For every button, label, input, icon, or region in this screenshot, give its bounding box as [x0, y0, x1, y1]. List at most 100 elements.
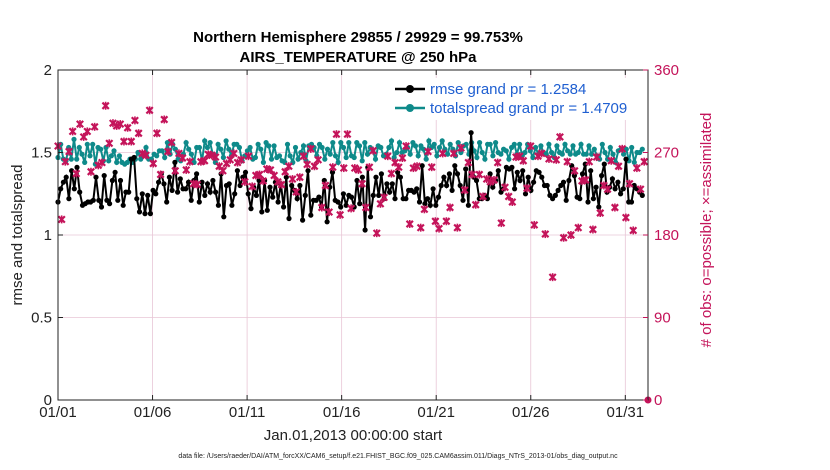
rmse-point [74, 164, 80, 170]
rmse-point [433, 202, 439, 208]
rmse-point [560, 179, 567, 185]
totalspread-point [482, 156, 488, 162]
rmse-point [229, 202, 235, 208]
rmse-point [544, 182, 550, 189]
totalspread-point [260, 159, 266, 165]
rmse-point [343, 202, 349, 208]
rmse-point [539, 174, 545, 180]
rmse-point [444, 182, 450, 189]
obs-assimilated-point [607, 156, 616, 165]
y-axis-label: rmse and totalspread [9, 165, 26, 306]
obs-assimilated-point [471, 200, 480, 209]
totalspread-point [71, 136, 77, 142]
obs-assimilated-point [369, 146, 378, 155]
obs-assimilated-point [588, 225, 597, 234]
obs-assimilated-point [479, 192, 487, 201]
obs-assimilated-point [358, 179, 367, 188]
totalspread-point [386, 144, 392, 151]
totalspread-point [538, 143, 544, 149]
totalspread-point [68, 156, 74, 162]
obs-assimilated-point [193, 180, 202, 189]
rmse-point [172, 159, 178, 165]
obs-assimilated-point [336, 210, 345, 219]
rmse-point [487, 171, 493, 177]
totalspread-point [218, 146, 224, 152]
obs-assimilated-point [237, 155, 246, 164]
totalspread-point [639, 146, 645, 152]
totalspread-point [356, 143, 363, 149]
totalspread-point [202, 138, 208, 144]
rmse-point [577, 196, 583, 202]
y-right-tick-label: 360 [654, 62, 679, 79]
rmse-point [552, 192, 559, 198]
totalspread-point [455, 140, 461, 146]
obs-assimilated-point [416, 223, 425, 232]
obs-assimilated-point [383, 152, 392, 161]
rmse-point [242, 169, 249, 175]
totalspread-point [266, 143, 272, 149]
rmse-point [449, 187, 455, 193]
rmse-point [590, 196, 597, 202]
totalspread-point [154, 153, 160, 159]
obs-assimilated-point [618, 144, 627, 153]
totalspread-point [79, 151, 85, 157]
obs-assimilated-point [563, 157, 572, 166]
totalspread-point [442, 146, 448, 152]
obs-assimilated-point [101, 101, 110, 110]
rmse-point [490, 184, 496, 190]
obs-assimilated-point [574, 223, 583, 232]
obs-assimilated-point [314, 155, 323, 164]
totalspread-point [196, 144, 202, 151]
totalspread-point [631, 159, 637, 165]
totalspread-point [346, 140, 352, 146]
rmse-point [185, 179, 192, 185]
rmse-point [454, 171, 461, 177]
obs-assimilated-point [339, 164, 348, 173]
totalspread-point [215, 141, 221, 147]
rmse-point [69, 168, 75, 174]
rmse-point [367, 214, 374, 220]
rmse-point [161, 181, 167, 187]
rmse-point [221, 214, 227, 220]
totalspread-point [522, 149, 528, 156]
totalspread-point [87, 153, 93, 159]
totalspread-point [226, 146, 232, 152]
obs-assimilated-point [57, 215, 66, 224]
y-tick-label: 1.5 [31, 145, 52, 162]
rmse-point [248, 206, 254, 212]
obs-assimilated-point [347, 204, 356, 213]
rmse-point [419, 163, 425, 169]
rmse-point [166, 174, 172, 180]
rmse-point [136, 209, 143, 215]
totalspread-point [276, 153, 283, 159]
rmse-point [156, 179, 162, 185]
rmse-point [357, 201, 363, 207]
rmse-point [403, 196, 409, 202]
totalspread-point [252, 154, 258, 161]
obs-assimilated-point [632, 164, 641, 173]
rmse-point [305, 168, 311, 174]
obs-assimilated-point [152, 129, 161, 138]
totalspread-point [324, 146, 331, 152]
rmse-point [536, 169, 542, 175]
totalspread-point [90, 141, 96, 147]
rmse-point [308, 212, 314, 218]
totalspread-point [372, 156, 379, 162]
totalspread-point [378, 144, 384, 151]
rmse-point [639, 192, 645, 198]
rmse-point [63, 174, 69, 180]
obs-assimilated-point [134, 129, 143, 138]
rmse-point [169, 187, 175, 193]
totalspread-point [570, 143, 576, 149]
rmse-point [210, 177, 216, 184]
obs-assimilated-point [490, 176, 498, 184]
totalspread-point [439, 138, 445, 144]
totalspread-point [162, 154, 168, 161]
totalspread-point [98, 146, 104, 152]
rmse-point [300, 217, 306, 223]
rmse-point [96, 197, 102, 203]
obs-assimilated-point [127, 137, 136, 146]
rmse-point [387, 189, 393, 195]
obs-assimilated-point [475, 170, 484, 179]
